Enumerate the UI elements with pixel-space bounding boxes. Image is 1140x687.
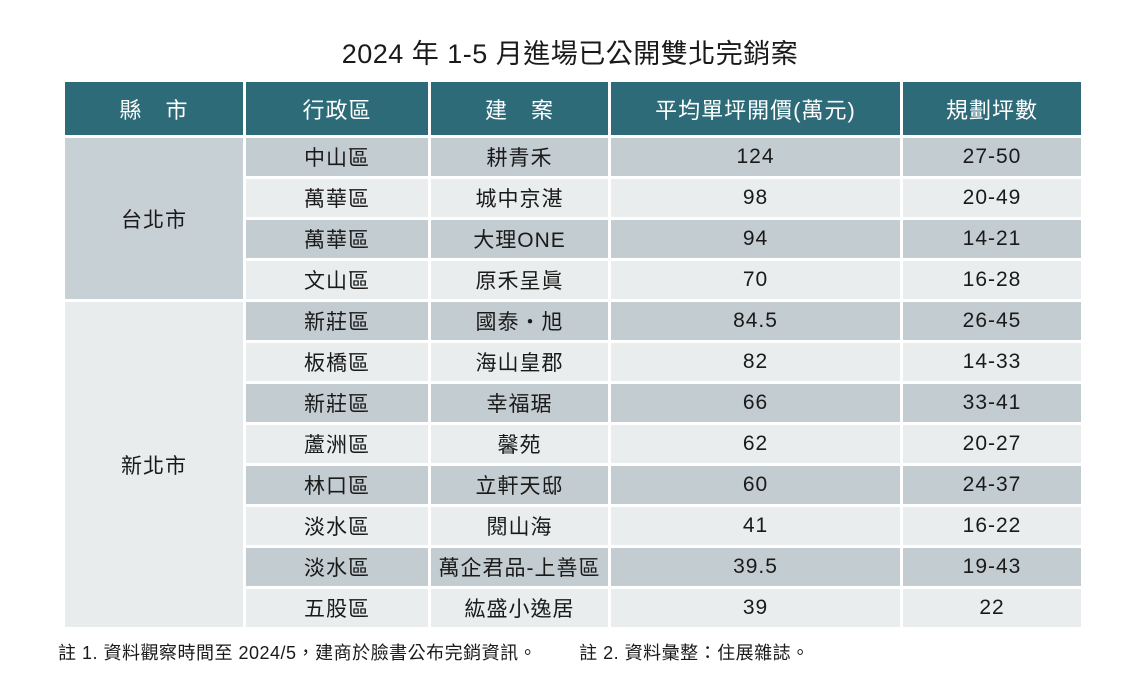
cell-district: 文山區	[243, 258, 431, 302]
cell-price: 62	[608, 422, 903, 466]
cell-project: 幸福琚	[428, 381, 611, 425]
cell-size: 20-27	[900, 422, 1084, 466]
column-header-price: 平均單坪開價(萬元)	[608, 79, 903, 138]
cell-price: 66	[608, 381, 903, 425]
column-header-district: 行政區	[243, 79, 431, 138]
cell-size: 16-22	[900, 504, 1084, 548]
cell-project: 萬企君品-上善區	[428, 545, 611, 589]
cell-project: 國泰・旭	[428, 299, 611, 343]
footnote-1: 註 1. 資料觀察時間至 2024/5，建商於臉書公布完銷資訊。	[58, 643, 538, 663]
cell-size: 20-49	[900, 176, 1084, 220]
cell-district: 萬華區	[243, 176, 431, 220]
cell-size: 24-37	[900, 463, 1084, 507]
cell-district: 板橋區	[243, 340, 431, 384]
cell-size: 16-28	[900, 258, 1084, 302]
cell-district: 林口區	[243, 463, 431, 507]
sold-out-cases-table: 縣 市 行政區 建 案 平均單坪開價(萬元) 規劃坪數 台北市 中山區 耕青禾 …	[62, 79, 1084, 630]
page-title: 2024 年 1-5 月進場已公開雙北完銷案	[341, 39, 799, 69]
table-row: 板橋區 海山皇郡 82 14-33	[64, 340, 1084, 384]
cell-district: 淡水區	[243, 504, 431, 548]
column-header-size: 規劃坪數	[900, 79, 1084, 138]
table-row: 萬華區 大理ONE 94 14-21	[64, 217, 1084, 261]
cell-size: 33-41	[900, 381, 1084, 425]
cell-district: 淡水區	[243, 545, 431, 589]
cell-size: 19-43	[900, 545, 1084, 589]
table-row: 文山區 原禾呈眞 70 16-28	[64, 258, 1084, 302]
cell-project: 耕青禾	[428, 135, 611, 179]
cell-price: 94	[608, 217, 903, 261]
cell-district: 五股區	[243, 586, 431, 630]
table-row: 台北市 中山區 耕青禾 124 27-50	[62, 135, 1084, 302]
cell-size: 14-33	[900, 340, 1084, 384]
cell-project: 紘盛小逸居	[428, 586, 611, 630]
cell-price: 98	[608, 176, 903, 220]
footnote-2: 註 2. 資料彙整：住展雜誌。	[579, 643, 810, 663]
column-header-project: 建 案	[428, 79, 611, 138]
table-row: 淡水區 閱山海 41 16-22	[64, 504, 1084, 548]
cell-size: 14-21	[900, 217, 1084, 261]
column-header-city: 縣 市	[62, 79, 246, 138]
cell-price: 124	[608, 135, 903, 179]
cell-project: 大理ONE	[428, 217, 611, 261]
cell-size: 26-45	[900, 299, 1084, 343]
cell-price: 60	[608, 463, 903, 507]
cell-district: 新莊區	[243, 381, 431, 425]
table-header-row: 縣 市 行政區 建 案 平均單坪開價(萬元) 規劃坪數	[62, 79, 1084, 138]
city-cell-newtaipei: 新北市	[62, 299, 246, 630]
cell-project: 原禾呈眞	[428, 258, 611, 302]
city-cell-taipei: 台北市	[62, 135, 246, 302]
cell-district: 新莊區	[243, 299, 431, 343]
table-row: 萬華區 城中京湛 98 20-49	[64, 176, 1084, 220]
cell-project: 馨苑	[428, 422, 611, 466]
table-row: 林口區 立軒天邸 60 24-37	[64, 463, 1084, 507]
table-row: 五股區 紘盛小逸居 39 22	[64, 586, 1084, 630]
table-row: 蘆洲區 馨苑 62 20-27	[64, 422, 1084, 466]
cell-price: 39.5	[608, 545, 903, 589]
cell-project: 海山皇郡	[428, 340, 611, 384]
cell-project: 立軒天邸	[428, 463, 611, 507]
cell-price: 70	[608, 258, 903, 302]
cell-price: 41	[608, 504, 903, 548]
cell-size: 27-50	[900, 135, 1084, 179]
cell-price: 84.5	[608, 299, 903, 343]
table-row: 新北市 新莊區 國泰・旭 84.5 26-45	[62, 299, 1084, 630]
cell-project: 閱山海	[428, 504, 611, 548]
cell-price: 82	[608, 340, 903, 384]
cell-size: 22	[900, 586, 1084, 630]
cell-district: 蘆洲區	[243, 422, 431, 466]
table-row: 淡水區 萬企君品-上善區 39.5 19-43	[64, 545, 1084, 589]
cell-price: 39	[608, 586, 903, 630]
cell-district: 萬華區	[243, 217, 431, 261]
cell-project: 城中京湛	[428, 176, 611, 220]
footnotes: 註 1. 資料觀察時間至 2024/5，建商於臉書公布完銷資訊。 註 2. 資料彙…	[58, 639, 1140, 665]
cell-district: 中山區	[243, 135, 431, 179]
table-row: 新莊區 幸福琚 66 33-41	[64, 381, 1084, 425]
